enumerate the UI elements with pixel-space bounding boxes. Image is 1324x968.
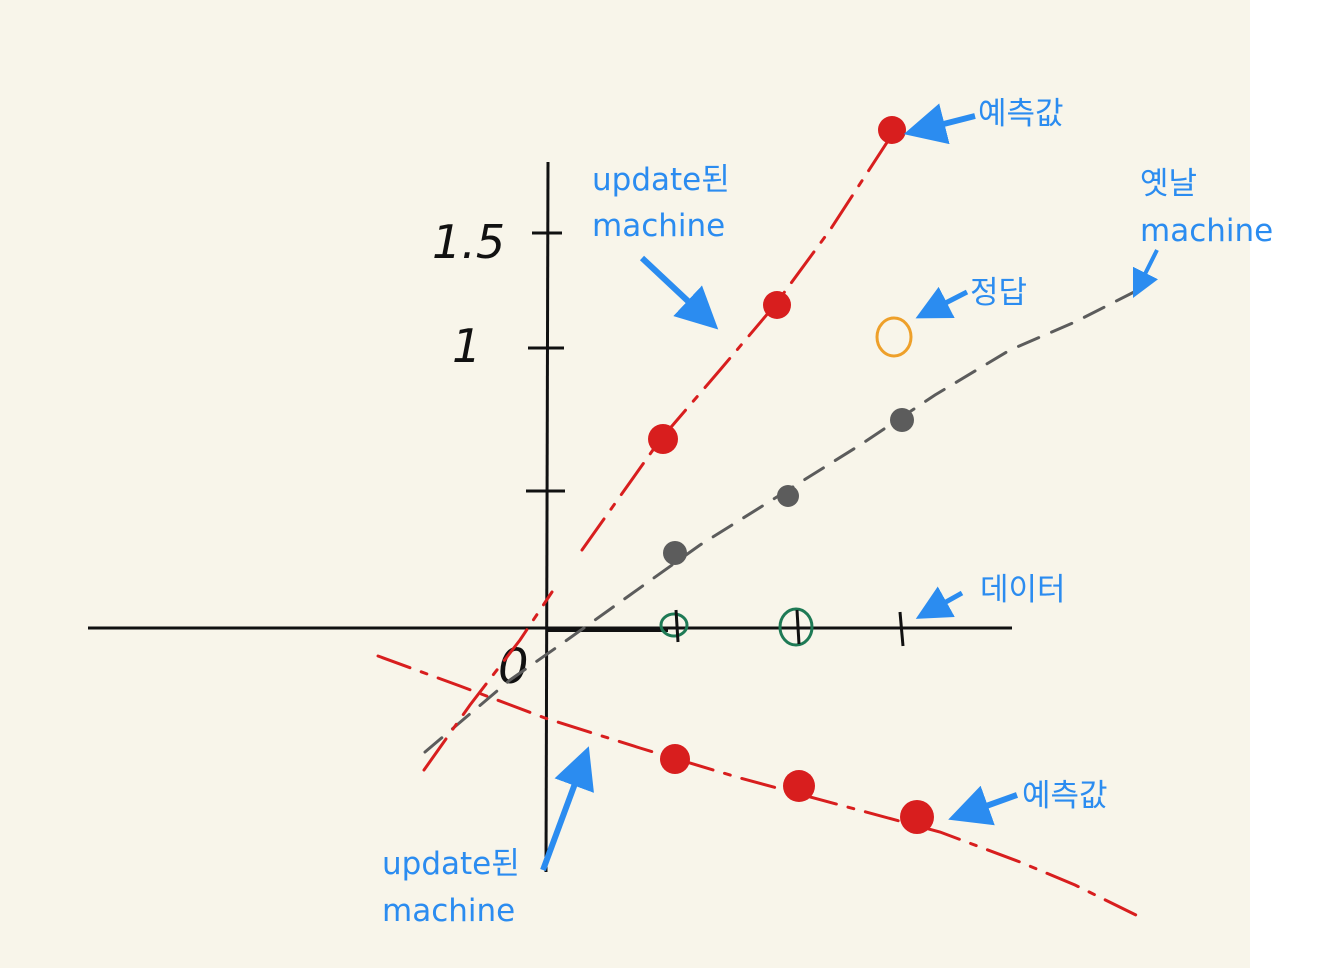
updated-machine-label-top-line1: update된 (592, 162, 730, 198)
old-prediction-point (777, 485, 799, 507)
old-machine-label-line2: machine (1140, 213, 1273, 249)
prediction-label-top: 예측값 (978, 96, 1064, 132)
arrow-icon (639, 255, 719, 330)
data-point (659, 612, 689, 638)
y-axis (544, 161, 550, 873)
arrow-icon (948, 785, 1019, 826)
old-machine-label-line1: 옛날 (1140, 166, 1197, 202)
arrow-icon (1132, 249, 1159, 299)
updated-prediction-point (783, 770, 815, 802)
old-prediction-point (663, 541, 687, 565)
updated-prediction-point (878, 116, 906, 144)
arrow-icon (915, 586, 964, 619)
answer-label: 정답 (970, 275, 1027, 311)
updated-machine-label-bottom-line2: machine (382, 893, 515, 929)
y-tick-label-1: 1 (452, 319, 481, 373)
updated-machine-label-bottom-line1: update된 (382, 846, 520, 882)
data-label: 데이터 (980, 572, 1066, 608)
old-machine-line (423, 288, 1140, 754)
updated-prediction-point (648, 424, 678, 454)
y-tick-label-1-5: 1.5 (432, 215, 505, 269)
data-point (778, 607, 814, 647)
data-point-tick (795, 609, 801, 645)
arrow-icon (903, 103, 976, 145)
prediction-label-bottom: 예측값 (1022, 778, 1108, 814)
old-prediction-point (890, 408, 914, 432)
updated-prediction-point (763, 291, 791, 319)
x-tick-1 (898, 611, 905, 647)
arrow-icon (540, 746, 594, 872)
updated-machine-label-top-line2: machine (592, 208, 725, 244)
updated-prediction-point (660, 744, 690, 774)
data-point-tick (674, 609, 680, 643)
arrow-icon (915, 286, 969, 319)
updated-machine-line-up (422, 128, 897, 772)
correct-answer-point (875, 316, 913, 358)
canvas-background (0, 0, 1250, 968)
updated-prediction-point (900, 800, 934, 834)
